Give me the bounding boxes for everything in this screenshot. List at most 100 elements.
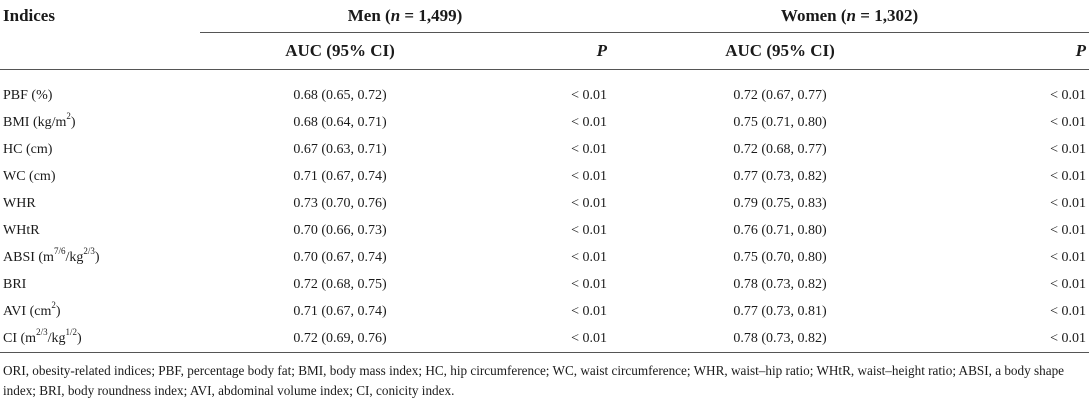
auc-table-container: Indices Men (n = 1,499) Women (n = 1,302… xyxy=(0,0,1089,353)
index-name-cell: AVI (cm2) xyxy=(0,298,200,325)
women-auc-cell: 0.72 (0.67, 0.77) xyxy=(733,87,827,103)
index-name-text: ) xyxy=(94,249,100,265)
men-p-cell: < 0.01 xyxy=(571,249,608,265)
men-auc-cell: 0.70 (0.66, 0.73) xyxy=(293,222,387,238)
women-auc-cell: 0.77 (0.73, 0.82) xyxy=(733,168,827,184)
men-auc-cell: 0.68 (0.65, 0.72) xyxy=(293,87,387,103)
table-row: PBF (%) 0.68 (0.65, 0.72) < 0.01 0.72 (0.67… xyxy=(0,82,1089,109)
index-name-cell: CI (m2/3/kg1/2) xyxy=(0,325,200,353)
men-auc-cell: 0.71 (0.67, 0.74) xyxy=(293,303,387,319)
men-n: n xyxy=(390,6,401,25)
index-name-text: HC (cm) xyxy=(3,141,53,157)
men-p-cell: < 0.01 xyxy=(480,325,611,353)
women-p-cell: < 0.01 xyxy=(1050,276,1087,292)
index-name-text: ) xyxy=(76,330,82,346)
index-name-text: WC (cm) xyxy=(3,168,56,184)
header-row-groups: Indices Men (n = 1,499) Women (n = 1,302… xyxy=(0,0,1089,33)
table-row: CI (m2/3/kg1/2) 0.72 (0.69, 0.76) < 0.01 0.… xyxy=(0,325,1089,353)
index-unit-superscript: 7/6 xyxy=(53,245,66,256)
index-name-text: ) xyxy=(55,303,61,319)
women-auc-cell: 0.76 (0.71, 0.80) xyxy=(733,222,827,238)
table-row: BMI (kg/m2) 0.68 (0.64, 0.71) < 0.01 0.75 (… xyxy=(0,109,1089,136)
auc-table: Indices Men (n = 1,499) Women (n = 1,302… xyxy=(0,0,1089,353)
index-name-cell: WHR xyxy=(0,190,200,217)
men-auc-cell: 0.70 (0.67, 0.74) xyxy=(293,249,387,265)
index-name-text: AVI (cm xyxy=(3,303,52,319)
table-row: AVI (cm2) 0.71 (0.67, 0.74) < 0.01 0.77 (0.… xyxy=(0,298,1089,325)
empty-header-cell xyxy=(0,33,200,70)
index-name-text: CI (m xyxy=(3,330,37,346)
men-p-cell: < 0.01 xyxy=(571,222,608,238)
women-p-cell: < 0.01 xyxy=(1050,303,1087,319)
men-count: = 1,499) xyxy=(400,6,463,25)
women-auc-cell: 0.78 (0.73, 0.82) xyxy=(733,276,827,292)
women-p-header: P xyxy=(1075,41,1087,60)
women-p-cell: < 0.01 xyxy=(950,325,1089,353)
table-row: WHR 0.73 (0.70, 0.76) < 0.01 0.79 (0.75, 0.… xyxy=(0,190,1089,217)
men-auc-header: AUC (95% CI) xyxy=(285,41,395,60)
women-auc-cell: 0.77 (0.73, 0.81) xyxy=(733,303,827,319)
women-group-header: Women (n = 1,302) xyxy=(610,0,1089,33)
table-row: BRI 0.72 (0.68, 0.75) < 0.01 0.78 (0.73, 0.… xyxy=(0,271,1089,298)
index-name-cell: BRI xyxy=(0,271,200,298)
index-name-cell: HC (cm) xyxy=(0,136,200,163)
index-name-text: /kg xyxy=(47,330,66,346)
table-row: ABSI (m7/6/kg2/3) 0.70 (0.67, 0.74) < 0.01… xyxy=(0,244,1089,271)
index-unit-superscript: 2/3 xyxy=(83,245,95,256)
women-p-cell: < 0.01 xyxy=(1050,114,1087,130)
women-auc-cell: 0.72 (0.68, 0.77) xyxy=(733,141,827,157)
men-auc-cell: 0.73 (0.70, 0.76) xyxy=(293,195,387,211)
men-label: Men ( xyxy=(347,6,391,25)
women-auc-header: AUC (95% CI) xyxy=(725,41,835,60)
table-body: PBF (%) 0.68 (0.65, 0.72) < 0.01 0.72 (0.67… xyxy=(0,70,1089,353)
women-p-cell: < 0.01 xyxy=(1050,195,1087,211)
index-name-text: PBF (%) xyxy=(3,87,53,103)
women-label: Women ( xyxy=(780,6,847,25)
women-p-cell: < 0.01 xyxy=(1050,168,1087,184)
women-count: = 1,302) xyxy=(856,6,919,25)
index-name-text: BRI xyxy=(3,276,27,292)
men-p-cell: < 0.01 xyxy=(571,141,608,157)
index-name-text: ABSI (m xyxy=(3,249,54,265)
index-name-text: BMI (kg/m xyxy=(3,114,67,130)
women-p-cell: < 0.01 xyxy=(1050,222,1087,238)
index-name-text: ) xyxy=(70,114,76,130)
men-auc-cell: 0.72 (0.68, 0.75) xyxy=(293,276,387,292)
header-row-columns: AUC (95% CI) P AUC (95% CI) P xyxy=(0,33,1089,70)
spacer-row xyxy=(0,70,1089,83)
index-name-cell: BMI (kg/m2) xyxy=(0,109,200,136)
women-auc-cell: 0.75 (0.70, 0.80) xyxy=(733,249,827,265)
women-p-cell: < 0.01 xyxy=(1050,141,1087,157)
table-row: WC (cm) 0.71 (0.67, 0.74) < 0.01 0.77 (0.73… xyxy=(0,163,1089,190)
women-auc-cell: 0.79 (0.75, 0.83) xyxy=(733,195,827,211)
table-footnote: ORI, obesity-related indices; PBF, perce… xyxy=(3,363,1065,398)
index-name-cell: WHtR xyxy=(0,217,200,244)
table-row: WHtR 0.70 (0.66, 0.73) < 0.01 0.76 (0.71, 0… xyxy=(0,217,1089,244)
indices-header: Indices xyxy=(3,6,55,26)
men-p-cell: < 0.01 xyxy=(571,168,608,184)
women-auc-cell: 0.78 (0.73, 0.82) xyxy=(610,325,951,353)
index-unit-superscript: 2 xyxy=(51,299,56,310)
men-p-cell: < 0.01 xyxy=(571,114,608,130)
men-auc-cell: 0.71 (0.67, 0.74) xyxy=(293,168,387,184)
men-p-cell: < 0.01 xyxy=(571,87,608,103)
table-row: HC (cm) 0.67 (0.63, 0.71) < 0.01 0.72 (0.68… xyxy=(0,136,1089,163)
men-group-header: Men (n = 1,499) xyxy=(200,0,611,33)
index-name-cell: PBF (%) xyxy=(0,82,200,109)
index-name-text: WHR xyxy=(3,195,36,211)
women-p-cell: < 0.01 xyxy=(1050,87,1087,103)
women-p-cell: < 0.01 xyxy=(1050,249,1087,265)
index-name-cell: ABSI (m7/6/kg2/3) xyxy=(0,244,200,271)
men-p-cell: < 0.01 xyxy=(571,195,608,211)
index-unit-superscript: 2 xyxy=(66,110,71,121)
index-unit-superscript: 2/3 xyxy=(36,326,48,337)
men-p-cell: < 0.01 xyxy=(571,276,608,292)
men-auc-cell: 0.68 (0.64, 0.71) xyxy=(293,114,387,130)
index-name-text: /kg xyxy=(65,249,84,265)
men-auc-cell: 0.72 (0.69, 0.76) xyxy=(200,325,480,353)
men-p-cell: < 0.01 xyxy=(571,303,608,319)
index-unit-superscript: 1/2 xyxy=(65,326,77,337)
index-name-text: WHtR xyxy=(3,222,40,238)
men-p-header: P xyxy=(596,41,608,60)
women-auc-cell: 0.75 (0.71, 0.80) xyxy=(733,114,827,130)
